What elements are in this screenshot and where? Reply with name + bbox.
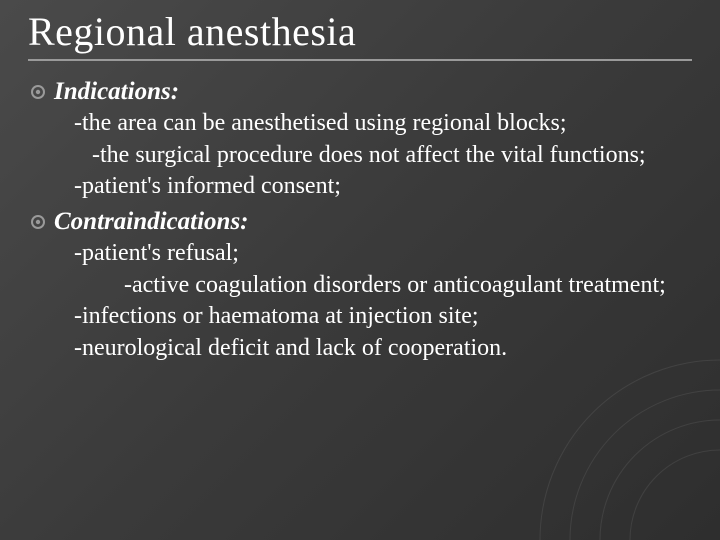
- body-line: -the area can be anesthetised using regi…: [54, 108, 692, 140]
- body-line: -infections or haematoma at injection si…: [54, 301, 692, 333]
- body-line: -neurological deficit and lack of cooper…: [54, 333, 692, 365]
- slide-container: Regional anesthesia Indications: -the ar…: [0, 0, 720, 540]
- section-body: -patient's refusal; -active coagulation …: [28, 238, 692, 365]
- bullet-circle-icon: [30, 84, 46, 100]
- title-underline: [28, 59, 692, 61]
- bullet-row: Indications:: [28, 75, 692, 108]
- slide-title: Regional anesthesia: [28, 8, 692, 55]
- body-line: -patient's refusal;: [54, 238, 692, 270]
- corner-decoration-icon: [520, 340, 720, 540]
- body-line: -the surgical procedure does not affect …: [54, 140, 692, 172]
- bullet-row: Contraindications:: [28, 205, 692, 238]
- bullet-circle-icon: [30, 214, 46, 230]
- section-heading: Contraindications:: [54, 205, 249, 238]
- body-line: -active coagulation disorders or anticoa…: [54, 270, 692, 302]
- body-line: -patient's informed consent;: [54, 171, 692, 203]
- section-body: -the area can be anesthetised using regi…: [28, 108, 692, 203]
- content-area: Indications: -the area can be anesthetis…: [28, 75, 692, 365]
- section-heading: Indications:: [54, 75, 179, 108]
